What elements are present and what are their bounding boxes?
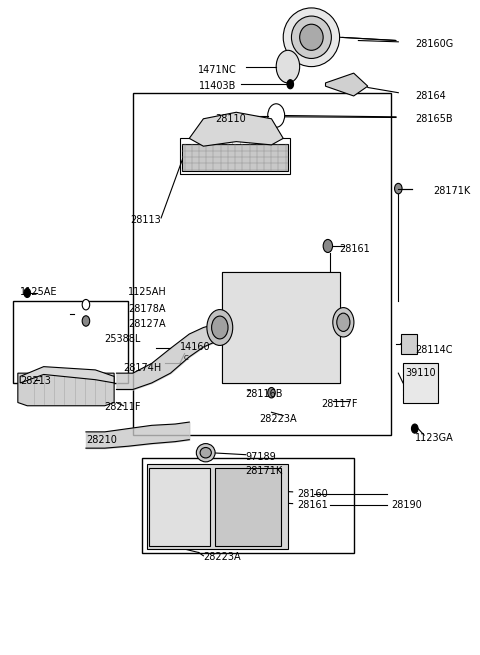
Bar bbox=[133, 93, 391, 435]
Text: 28213: 28213 bbox=[20, 376, 51, 386]
Bar bbox=[403, 364, 438, 403]
Text: 97189: 97189 bbox=[246, 452, 276, 462]
Text: 28117F: 28117F bbox=[321, 400, 357, 409]
Ellipse shape bbox=[212, 316, 228, 339]
Text: 28211F: 28211F bbox=[105, 402, 141, 412]
Circle shape bbox=[323, 240, 333, 252]
Bar bbox=[182, 143, 288, 171]
Bar bbox=[180, 138, 290, 174]
Text: 28223A: 28223A bbox=[260, 414, 298, 424]
Ellipse shape bbox=[333, 308, 354, 337]
Bar bbox=[222, 272, 339, 383]
Ellipse shape bbox=[283, 8, 339, 67]
Polygon shape bbox=[20, 367, 114, 383]
Bar bbox=[149, 468, 210, 546]
Circle shape bbox=[82, 316, 90, 326]
Circle shape bbox=[268, 388, 275, 398]
Text: 28190: 28190 bbox=[391, 500, 422, 510]
Text: 1125AE: 1125AE bbox=[20, 287, 58, 297]
Ellipse shape bbox=[337, 313, 350, 331]
Text: 28171K: 28171K bbox=[246, 466, 283, 476]
Text: 28110: 28110 bbox=[215, 114, 246, 124]
Bar bbox=[401, 334, 417, 354]
Bar bbox=[142, 458, 354, 553]
Text: 28161: 28161 bbox=[297, 500, 328, 510]
Text: 28113: 28113 bbox=[131, 215, 161, 225]
Bar bbox=[215, 468, 281, 546]
Text: 28160G: 28160G bbox=[415, 39, 453, 48]
Circle shape bbox=[259, 485, 268, 496]
Polygon shape bbox=[189, 112, 283, 146]
Bar bbox=[222, 272, 339, 383]
Text: 28210: 28210 bbox=[86, 435, 117, 445]
Ellipse shape bbox=[196, 443, 215, 462]
Text: 25388L: 25388L bbox=[105, 333, 141, 344]
Text: 1471NC: 1471NC bbox=[197, 65, 236, 75]
Text: 28171K: 28171K bbox=[433, 185, 471, 196]
Text: 28174H: 28174H bbox=[123, 363, 161, 373]
Circle shape bbox=[276, 50, 300, 83]
Text: 28116B: 28116B bbox=[246, 389, 283, 399]
Text: 1125AH: 1125AH bbox=[128, 287, 167, 297]
Ellipse shape bbox=[200, 447, 211, 458]
Bar bbox=[147, 464, 288, 550]
Text: 28160: 28160 bbox=[297, 489, 328, 499]
Text: 39110: 39110 bbox=[405, 368, 436, 378]
Text: 28223A: 28223A bbox=[204, 552, 241, 562]
Ellipse shape bbox=[207, 310, 233, 345]
Circle shape bbox=[82, 299, 90, 310]
Circle shape bbox=[411, 424, 418, 433]
Bar bbox=[13, 301, 128, 383]
Text: 28127A: 28127A bbox=[128, 319, 166, 329]
Circle shape bbox=[395, 183, 402, 194]
Text: 28114C: 28114C bbox=[415, 345, 452, 355]
Text: C: C bbox=[184, 355, 188, 361]
Ellipse shape bbox=[300, 24, 323, 50]
Text: 14160: 14160 bbox=[180, 342, 211, 352]
Text: 1123GA: 1123GA bbox=[415, 434, 454, 443]
Polygon shape bbox=[18, 373, 114, 405]
Text: 28164: 28164 bbox=[415, 91, 445, 101]
Text: 28165B: 28165B bbox=[415, 114, 452, 124]
Text: 28178A: 28178A bbox=[128, 304, 166, 314]
Circle shape bbox=[287, 80, 294, 89]
Circle shape bbox=[214, 466, 219, 474]
Text: 11403B: 11403B bbox=[199, 81, 236, 91]
Polygon shape bbox=[325, 73, 368, 96]
Text: 28161: 28161 bbox=[339, 244, 371, 254]
Ellipse shape bbox=[291, 16, 331, 58]
Circle shape bbox=[24, 288, 31, 297]
